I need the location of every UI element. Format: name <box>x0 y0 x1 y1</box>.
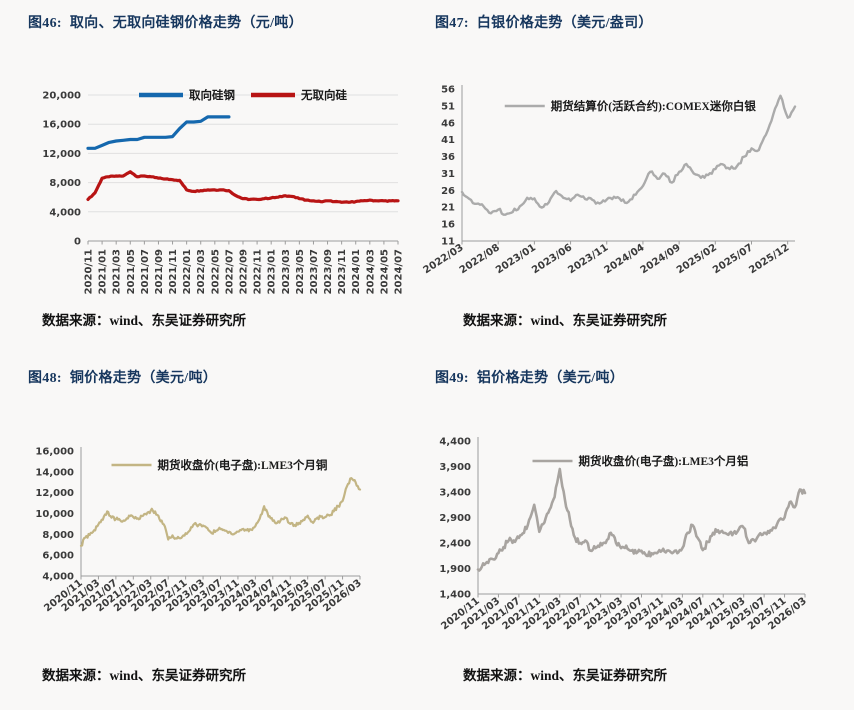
svg-text:12,000: 12,000 <box>35 488 74 499</box>
svg-text:2023/05: 2023/05 <box>295 249 306 294</box>
svg-text:2022/03: 2022/03 <box>196 249 207 294</box>
data-source: 数据来源：wind、东吴证券研究所 <box>463 668 668 683</box>
svg-text:2,400: 2,400 <box>439 539 471 550</box>
svg-text:2025/12: 2025/12 <box>747 242 791 276</box>
figure-46-title: 图46: 取向、无取向硅钢价格走势（元/吨） <box>28 13 415 35</box>
figure-47-title: 图47: 白银价格走势（美元/盎司） <box>435 13 854 35</box>
data-source: 数据来源：wind、东吴证券研究所 <box>42 313 247 328</box>
svg-text:12,000: 12,000 <box>42 149 81 160</box>
figure-46-number: 图46: <box>28 16 62 31</box>
svg-text:2021/03: 2021/03 <box>112 249 123 294</box>
svg-text:2022/07: 2022/07 <box>224 249 235 294</box>
svg-text:2021/07: 2021/07 <box>140 249 151 294</box>
svg-text:16,000: 16,000 <box>35 447 74 458</box>
svg-text:56: 56 <box>441 85 455 96</box>
silicon-steel-price-chart: 0 4,000 8,000 12,000 16,000 20,000 2020/11 2021… <box>28 71 410 301</box>
svg-text:期货收盘价(电子盘):LME3个月铝: 期货收盘价(电子盘):LME3个月铝 <box>579 454 749 468</box>
svg-text:4,400: 4,400 <box>439 437 471 448</box>
svg-text:11: 11 <box>441 237 455 248</box>
aluminum-price-chart: 1,400 1,900 2,400 2,900 3,400 3,900 4,400 2020/… <box>415 426 827 656</box>
svg-text:46: 46 <box>441 118 455 129</box>
svg-text:2024/05: 2024/05 <box>379 249 390 294</box>
svg-text:2020/11: 2020/11 <box>84 249 95 294</box>
svg-text:1,400: 1,400 <box>439 590 471 601</box>
figure-card-48: 图48: 铜价格走势（美元/吨） 4,000 6,000 8,000 10,000 12,… <box>28 355 415 710</box>
svg-text:3,400: 3,400 <box>439 488 471 499</box>
svg-text:26: 26 <box>441 186 455 197</box>
svg-text:2022/08: 2022/08 <box>458 242 502 276</box>
data-source: 数据来源：wind、东吴证券研究所 <box>42 668 247 683</box>
svg-text:期货结算价(活跃合约):COMEX迷你白银: 期货结算价(活跃合约):COMEX迷你白银 <box>551 99 757 113</box>
svg-text:2023/01: 2023/01 <box>494 242 538 276</box>
svg-text:51: 51 <box>441 101 455 112</box>
svg-text:2024/09: 2024/09 <box>639 242 683 276</box>
svg-text:3,900: 3,900 <box>439 462 471 473</box>
svg-text:4,000: 4,000 <box>42 572 74 583</box>
svg-text:16: 16 <box>441 220 455 231</box>
copper-price-chart: 4,000 6,000 8,000 10,000 12,000 14,000 16,000 2… <box>28 426 410 656</box>
figure-card-47: 图47: 白银价格走势（美元/盎司） 11 16 21 26 31 36 41 46 51 56 20… <box>415 0 854 355</box>
svg-text:10,000: 10,000 <box>35 509 74 520</box>
svg-text:2022/05: 2022/05 <box>210 249 221 294</box>
svg-text:2023/07: 2023/07 <box>309 249 320 294</box>
svg-text:31: 31 <box>441 169 455 180</box>
data-source: 数据来源：wind、东吴证券研究所 <box>463 313 668 328</box>
figure-49-title: 图49: 铝价格走势（美元/吨） <box>435 368 854 390</box>
svg-text:2022/01: 2022/01 <box>182 249 193 294</box>
svg-text:2023/11: 2023/11 <box>337 249 348 294</box>
figure-47-title-text: 白银价格走势（美元/盎司） <box>476 16 653 31</box>
svg-text:1,900: 1,900 <box>439 564 471 575</box>
svg-text:0: 0 <box>74 237 81 248</box>
svg-text:4,000: 4,000 <box>49 207 81 218</box>
svg-text:2024/03: 2024/03 <box>365 249 376 294</box>
svg-text:8,000: 8,000 <box>42 530 74 541</box>
svg-text:2021/01: 2021/01 <box>98 249 109 294</box>
svg-text:14,000: 14,000 <box>35 467 74 478</box>
svg-text:2021/05: 2021/05 <box>126 249 137 294</box>
svg-text:2022/11: 2022/11 <box>253 249 264 294</box>
svg-text:8,000: 8,000 <box>49 178 81 189</box>
svg-text:41: 41 <box>441 135 455 146</box>
svg-text:2025/02: 2025/02 <box>675 242 719 276</box>
svg-text:21: 21 <box>441 203 455 214</box>
figure-48-number: 图48: <box>28 371 62 386</box>
figure-card-46: 图46: 取向、无取向硅钢价格走势（元/吨） 0 4,000 8,000 12,000 1… <box>28 0 415 355</box>
figure-48-title-text: 铜价格走势（美元/吨） <box>69 371 218 386</box>
figure-49-number: 图49: <box>435 371 469 386</box>
svg-text:2023/11: 2023/11 <box>566 242 610 276</box>
svg-text:16,000: 16,000 <box>42 120 81 131</box>
svg-text:取向硅钢: 取向硅钢 <box>189 88 235 102</box>
svg-text:2024/01: 2024/01 <box>351 249 362 294</box>
svg-text:2021/11: 2021/11 <box>168 249 179 294</box>
svg-text:6,000: 6,000 <box>42 551 74 562</box>
svg-text:2024/04: 2024/04 <box>602 242 646 276</box>
svg-text:期货收盘价(电子盘):LME3个月铜: 期货收盘价(电子盘):LME3个月铜 <box>158 458 328 472</box>
svg-text:2025/07: 2025/07 <box>711 242 755 276</box>
svg-text:无取向硅: 无取向硅 <box>300 88 347 102</box>
svg-text:2021/09: 2021/09 <box>154 249 165 294</box>
svg-text:20,000: 20,000 <box>42 91 81 102</box>
figure-47-number: 图47: <box>435 16 469 31</box>
figure-46-title-text: 取向、无取向硅钢价格走势（元/吨） <box>69 16 303 31</box>
svg-text:2022/09: 2022/09 <box>239 249 250 294</box>
svg-text:2023/09: 2023/09 <box>323 249 334 294</box>
figure-48-title: 图48: 铜价格走势（美元/吨） <box>28 368 415 390</box>
svg-text:36: 36 <box>441 152 455 163</box>
svg-text:2023/03: 2023/03 <box>281 249 292 294</box>
svg-text:2023/01: 2023/01 <box>267 249 278 294</box>
figure-49-title-text: 铝价格走势（美元/吨） <box>476 371 625 386</box>
svg-text:2024/07: 2024/07 <box>394 249 405 294</box>
svg-text:2,900: 2,900 <box>439 513 471 524</box>
figure-card-49: 图49: 铝价格走势（美元/吨） 1,400 1,900 2,400 2,900 3,40… <box>415 355 854 710</box>
svg-text:2023/06: 2023/06 <box>530 242 574 276</box>
silver-price-chart: 11 16 21 26 31 36 41 46 51 56 2022/03 2022/08 2023/0… <box>415 71 827 301</box>
